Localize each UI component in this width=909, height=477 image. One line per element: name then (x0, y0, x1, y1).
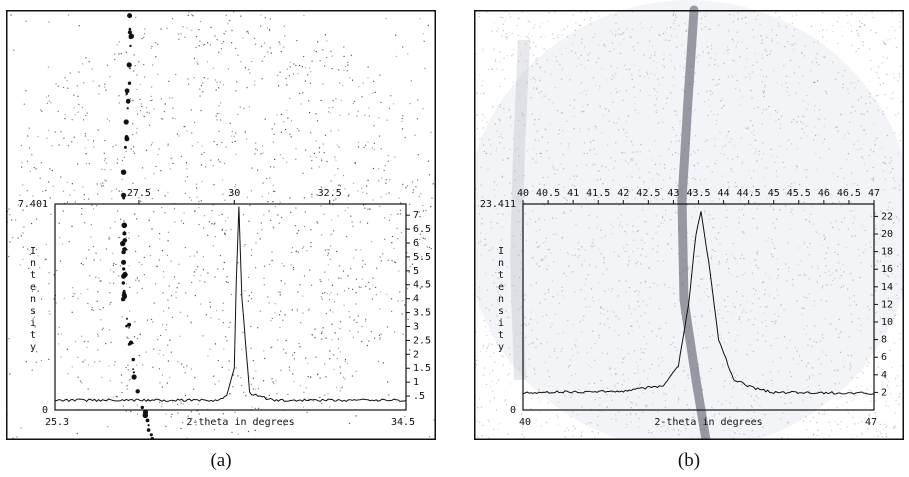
faint-ring-spots (327, 69, 345, 371)
x-min-label: 40 (519, 417, 531, 428)
x-top-tick-label: 27.5 (127, 188, 151, 199)
y-right-tick-label: 4 (413, 294, 419, 305)
y-right-tick-label: .5 (413, 391, 425, 402)
detector-background (6, 10, 436, 440)
y-right-tick-label: 1.5 (413, 363, 431, 374)
y-right-tick-label: 14 (881, 282, 893, 293)
x-top-tick-label: 44.5 (737, 188, 761, 199)
x-axis-label: 2-theta in degrees (654, 417, 762, 428)
x-min-label: 25.3 (45, 417, 69, 428)
x-top-tick-label: 41.5 (586, 188, 610, 199)
x-top-tick-label: 41 (567, 188, 579, 199)
y-right-tick-label: 4 (881, 370, 887, 381)
speckle-noise (6, 11, 436, 439)
detector-disc (474, 0, 904, 440)
x-top-tick-label: 44 (718, 188, 730, 199)
y-right-tick-label: 8 (881, 335, 887, 346)
x-max-label: 47 (865, 417, 877, 428)
detector-frame (6, 10, 436, 440)
y-right-tick-label: 1 (413, 377, 419, 388)
x-top-tick-label: 32.5 (318, 188, 342, 199)
caption-b: (b) (677, 450, 701, 471)
y-right-tick-label: 22 (881, 211, 893, 222)
x-top-tick-label: 42 (617, 188, 629, 199)
y-max-label: 7.401 (18, 199, 48, 210)
y-right-tick-label: 2.5 (413, 335, 431, 346)
y-right-tick-label: 6 (413, 238, 419, 249)
y-min-label: 0 (510, 405, 516, 416)
diffraction-ring-streak (677, 5, 711, 440)
x-top-tick-label: 30 (228, 188, 240, 199)
y-right-tick-label: 6.5 (413, 224, 431, 235)
y-min-label: 0 (42, 405, 48, 416)
y-max-label: 23.411 (480, 199, 516, 210)
y-right-tick-label: 12 (881, 299, 893, 310)
diffraction-ring-spots (120, 13, 155, 440)
x-top-tick-label: 43.5 (686, 188, 710, 199)
y-right-tick-label: 2 (413, 349, 419, 360)
speckle-noise (474, 10, 904, 440)
y-right-tick-label: 10 (881, 317, 893, 328)
y-right-tick-label: 5 (413, 266, 419, 277)
x-top-tick-label: 43 (667, 188, 679, 199)
y-right-tick-label: 7 (413, 210, 419, 221)
x-top-tick-label: 46.5 (837, 188, 861, 199)
x-top-tick-label: 45.5 (787, 188, 811, 199)
y-right-tick-label: 3 (413, 321, 419, 332)
x-top-tick-label: 45 (768, 188, 780, 199)
intensity-trace (54, 206, 407, 403)
x-top-tick-label: 46 (818, 188, 830, 199)
y-right-tick-label: 5.5 (413, 252, 431, 263)
x-top-tick-label: 40.5 (536, 188, 560, 199)
y-right-tick-label: 2 (881, 387, 887, 398)
y-right-tick-label: 16 (881, 264, 893, 275)
y-right-tick-label: 3.5 (413, 308, 431, 319)
x-axis-label: 2-theta in degrees (186, 417, 294, 428)
x-top-tick-label: 40 (517, 188, 529, 199)
x-max-label: 34.5 (391, 417, 415, 428)
panel-b: 23.411 0 22 20 18 16 14 12 10 8 6 4 2 40 40.5 41 41.5 42 4… (474, 0, 904, 440)
x-top-tick-label: 47 (868, 188, 880, 199)
y-right-tick-label: 4.5 (413, 280, 431, 291)
plot-frame (54, 203, 407, 411)
y-right-tick-label: 6 (881, 352, 887, 363)
x-top-tick-label: 42.5 (636, 188, 660, 199)
caption-a: (a) (210, 450, 232, 471)
y-right-tick-label: 20 (881, 229, 893, 240)
y-right-tick-label: 18 (881, 247, 893, 258)
faint-ring-streak (509, 39, 530, 381)
detector-frame (474, 10, 904, 440)
intensity-trace (522, 211, 875, 395)
panel-a: 7.401 0 7 6.5 6 5.5 5 4.5 4 3.5 3 2.5 2 1.5 1.5 27.5 30 3… (6, 0, 436, 440)
